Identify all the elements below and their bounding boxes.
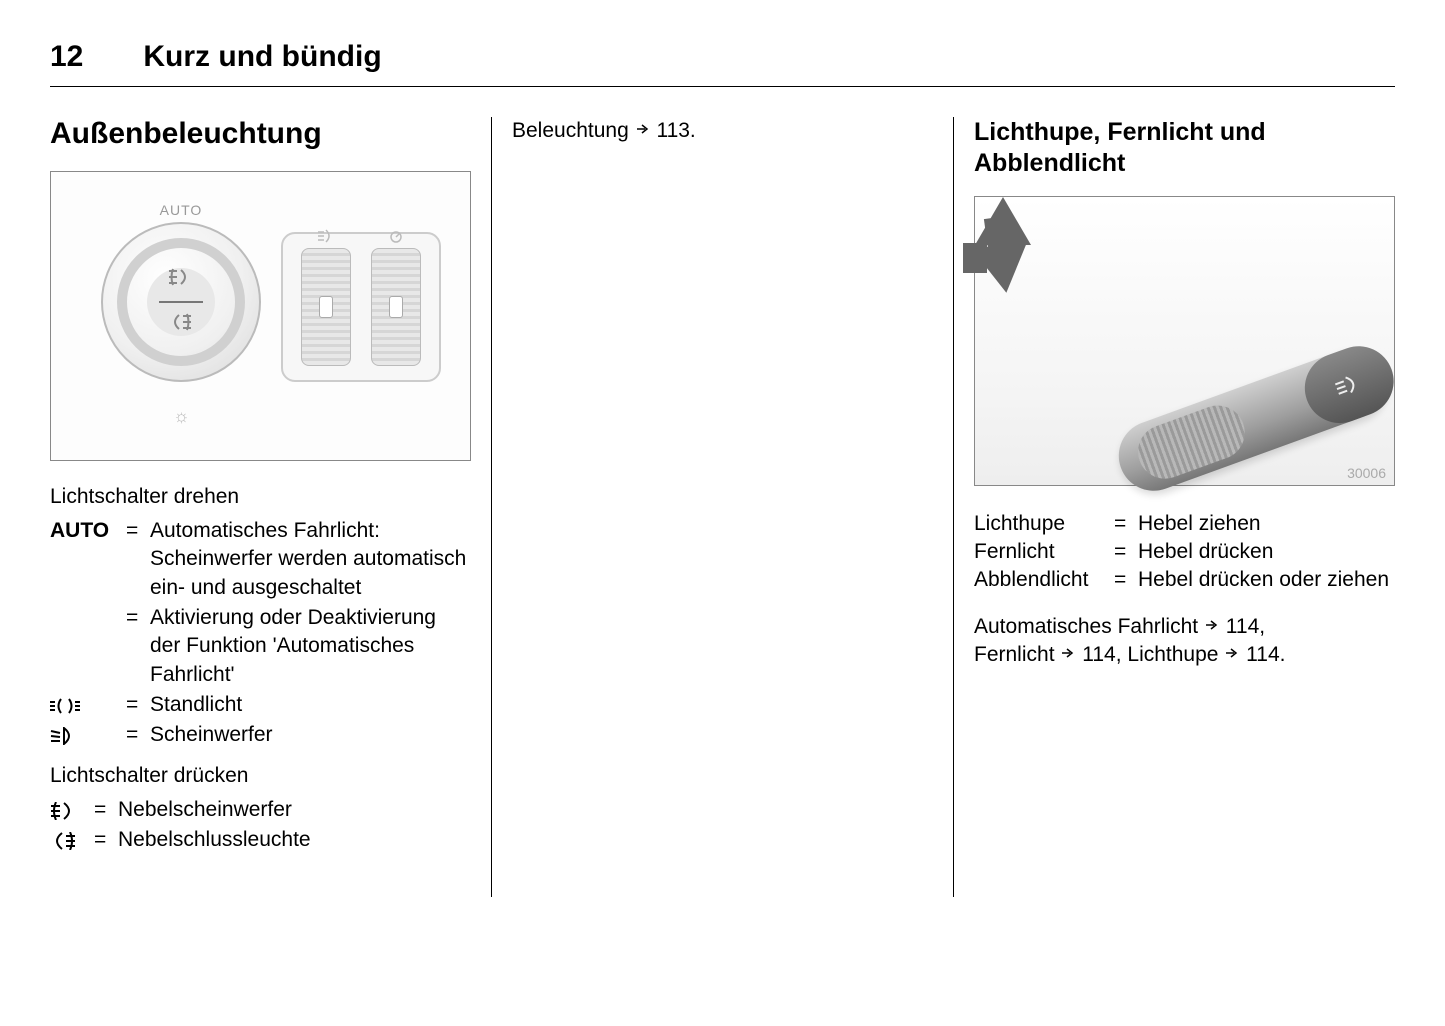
page-number: 12: [50, 40, 83, 74]
def-row: = Aktivierung oder Deaktivierung der Fun…: [50, 604, 471, 689]
dial-center: [147, 268, 215, 336]
def-desc: Aktivierung oder Deaktivierung der Funkt…: [150, 604, 471, 689]
stalk-lever-figure: 30006: [974, 196, 1395, 486]
low-beam-icon: [50, 721, 126, 749]
def-row: = Nebelschlussleuchte: [50, 826, 471, 854]
def-desc: Nebelscheinwerfer: [118, 796, 471, 824]
reference-arrow-icon: [1224, 642, 1240, 666]
rotate-definitions: AUTO = Automatisches Fahrlicht: Scheinwe…: [50, 517, 471, 750]
column-3: Lichthupe, Fernlicht und Abblendlicht 30…: [954, 117, 1395, 897]
equals-sign: =: [126, 721, 150, 749]
equals-sign: =: [126, 691, 150, 719]
equals-sign: =: [1114, 566, 1138, 594]
def-label: Abblendlicht: [974, 566, 1114, 594]
def-row: Abblendlicht = Hebel drücken oder ziehen: [974, 566, 1395, 594]
def-row: = Scheinwerfer: [50, 721, 471, 749]
stalk-grip: [1130, 397, 1252, 485]
chapter-title: Kurz und bündig: [143, 40, 381, 74]
content-columns: Außenbeleuchtung AUTO: [50, 117, 1395, 897]
def-row: = Standlicht: [50, 691, 471, 719]
def-row: Lichthupe = Hebel ziehen: [974, 510, 1395, 538]
def-label: Fernlicht: [974, 538, 1114, 566]
front-fog-icon: [167, 268, 195, 291]
figure-id-tag: 30006: [1347, 465, 1386, 481]
rear-fog-icon: [50, 826, 94, 854]
ref-page: 113.: [656, 119, 695, 142]
def-desc: Automatisches Fahrlicht: Scheinwerfer we…: [150, 517, 471, 602]
arrow-down-icon: [972, 241, 1034, 296]
light-switch-figure: AUTO: [50, 171, 471, 461]
brightness-icon: ☼: [173, 406, 190, 427]
def-desc: Standlicht: [150, 691, 471, 719]
def-desc: Hebel ziehen: [1138, 510, 1395, 538]
def-desc: Hebel drücken: [1138, 538, 1395, 566]
stalk-tip: [1295, 336, 1404, 433]
dial-bar: [159, 301, 203, 303]
ref-label: Beleuchtung: [512, 119, 629, 142]
references-paragraph: Automatisches Fahrlicht 114, Fernlicht 1…: [974, 613, 1395, 670]
dimmer-wheel: [371, 248, 421, 366]
equals-sign: =: [126, 517, 150, 545]
ref-label: Fernlicht: [974, 643, 1055, 666]
def-label: Lichthupe: [974, 510, 1114, 538]
def-row: Fernlicht = Hebel drücken: [974, 538, 1395, 566]
rear-fog-icon: [167, 313, 195, 336]
def-desc: Scheinwerfer: [150, 721, 471, 749]
press-intro-text: Lichtschalter drücken: [50, 764, 471, 788]
equals-sign: =: [126, 604, 150, 632]
ref-page: 114,: [1226, 615, 1265, 638]
def-row: = Nebelscheinwerfer: [50, 796, 471, 824]
section-title-flash-high-low: Lichthupe, Fernlicht und Abblendlicht: [974, 117, 1395, 180]
gauge-icon: [372, 229, 420, 246]
stalk-definitions: Lichthupe = Hebel ziehen Fernlicht = Heb…: [974, 510, 1395, 595]
def-desc: Nebelschlussleuchte: [118, 826, 471, 854]
equals-sign: =: [1114, 510, 1138, 538]
equals-sign: =: [94, 826, 118, 854]
page-header: 12 Kurz und bündig: [50, 40, 1395, 87]
column-1: Außenbeleuchtung AUTO: [50, 117, 491, 897]
def-symbol-auto: AUTO: [50, 517, 126, 545]
def-desc: Hebel drücken oder ziehen: [1138, 566, 1395, 594]
front-fog-icon: [50, 796, 94, 824]
column-2: Beleuchtung 113.: [492, 117, 953, 897]
parking-light-icon: [50, 691, 126, 719]
headlamp-level-wheel: [301, 248, 351, 366]
manual-page: 12 Kurz und bündig Außenbeleuchtung AUTO: [0, 0, 1445, 937]
press-definitions: = Nebelscheinwerfer = Nebelschlussleucht…: [50, 796, 471, 855]
thumbwheel-panel: [281, 232, 441, 382]
reference-arrow-icon: [1204, 614, 1220, 638]
ref-label: Automatisches Fahrlicht: [974, 615, 1198, 638]
reference-arrow-icon: [635, 118, 651, 142]
def-row: AUTO = Automatisches Fahrlicht: Scheinwe…: [50, 517, 471, 602]
ref-page: 114,: [1082, 643, 1121, 666]
lighting-reference: Beleuchtung 113.: [512, 117, 933, 145]
equals-sign: =: [1114, 538, 1138, 566]
headlamp-icon: [302, 229, 350, 246]
section-title-exterior-lighting: Außenbeleuchtung: [50, 117, 471, 151]
ref-page: 114.: [1246, 643, 1285, 666]
dial-auto-label: AUTO: [101, 202, 261, 218]
ref-label: Lichthupe: [1127, 643, 1218, 666]
rotate-intro-text: Lichtschalter drehen: [50, 485, 471, 509]
reference-arrow-icon: [1060, 642, 1076, 666]
equals-sign: =: [94, 796, 118, 824]
light-rotary-dial: [101, 222, 261, 382]
